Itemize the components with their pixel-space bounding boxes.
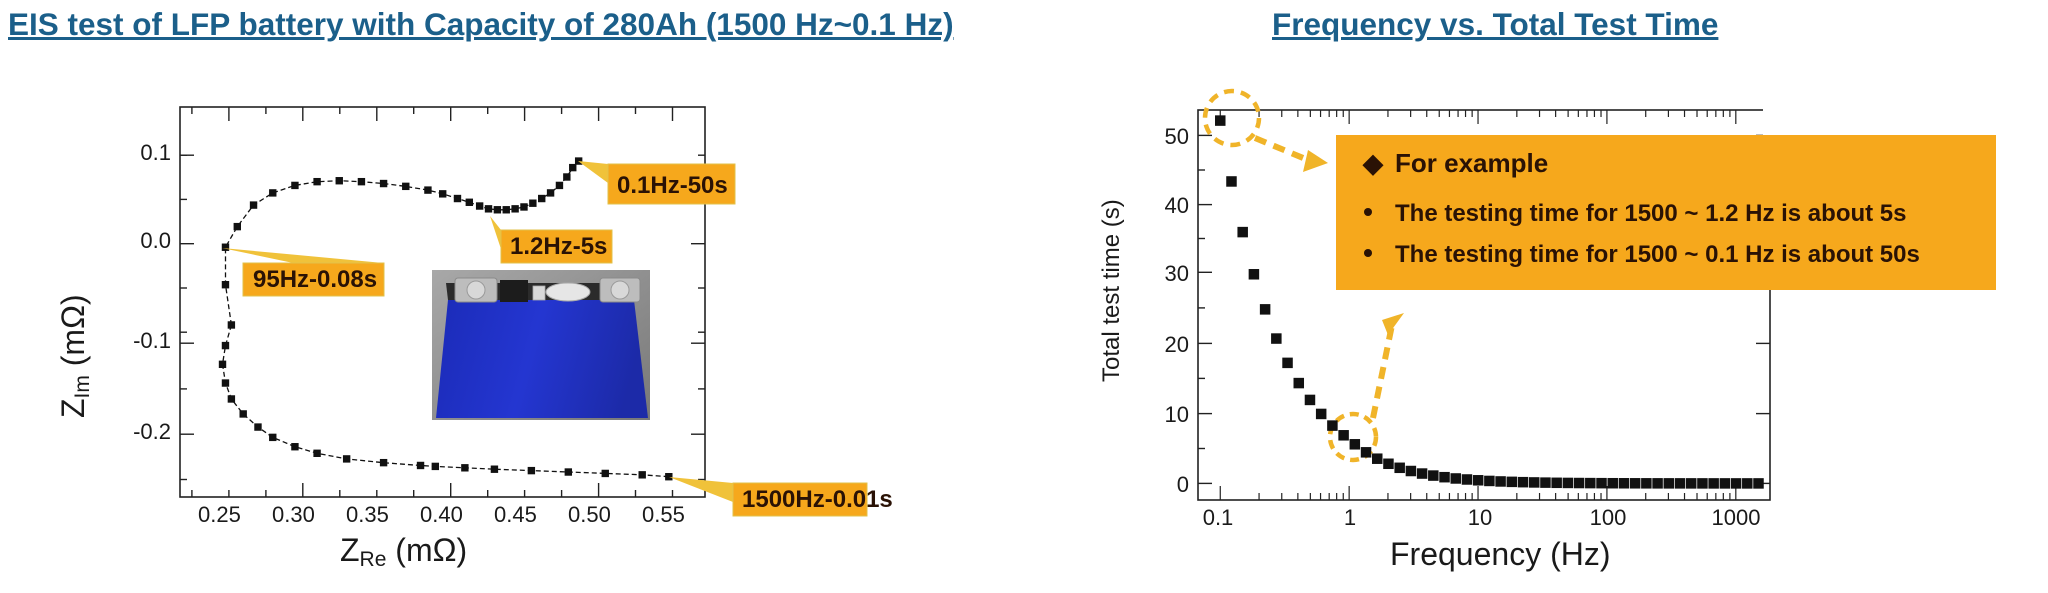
svg-text:◆: ◆ [1362,148,1384,178]
svg-text:For example: For example [1395,148,1548,178]
svg-text:The testing time for 1500 ~ 0.: The testing time for 1500 ~ 0.1 Hz is ab… [1395,241,1920,268]
svg-text:The testing time for 1500 ~ 1.: The testing time for 1500 ~ 1.2 Hz is ab… [1395,200,1907,227]
